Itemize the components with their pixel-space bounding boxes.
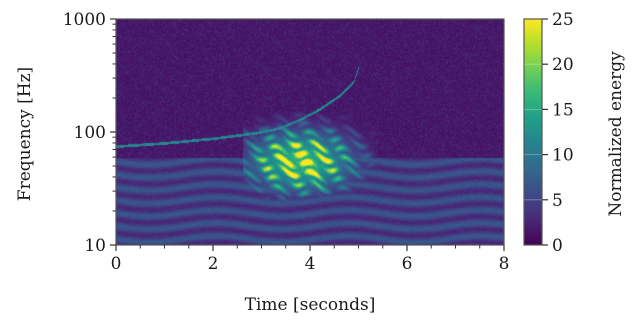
- x-tick-label: 4: [305, 254, 316, 274]
- spectrogram-image: [116, 19, 504, 245]
- spectrogram-plot-area: [115, 18, 505, 246]
- x-tick-label: 6: [402, 254, 413, 274]
- colorbar-tick-label: 15: [552, 100, 574, 120]
- colorbar-tick-label: 0: [552, 236, 563, 256]
- colorbar-tick-label: 25: [552, 10, 574, 30]
- y-axis: 10 100 1000: [63, 10, 116, 256]
- x-tick-label: 2: [208, 254, 219, 274]
- x-tick-label: 8: [499, 254, 510, 274]
- y-tick-label: 100: [74, 123, 106, 143]
- colorbar-label: Normalized energy: [606, 51, 626, 217]
- y-axis-label: Frequency [Hz]: [15, 67, 35, 201]
- colorbar: 0 5 10 15 20 25: [523, 10, 574, 256]
- colorbar-tick-label: 20: [552, 55, 574, 75]
- colorbar-tick-label: 10: [552, 146, 574, 166]
- y-tick-label: 1000: [63, 10, 106, 30]
- x-axis: 0 2 4 6 8: [111, 245, 510, 274]
- colorbar-tick-label: 5: [552, 191, 563, 211]
- x-axis-label: Time [seconds]: [245, 295, 376, 315]
- x-tick-label: 0: [111, 254, 122, 274]
- colorbar-gradient: [523, 18, 543, 246]
- y-tick-label: 10: [84, 236, 106, 256]
